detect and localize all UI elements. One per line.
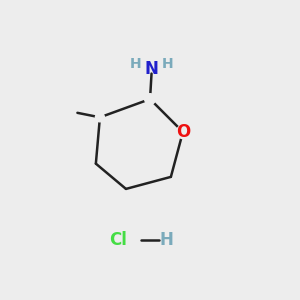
Circle shape bbox=[145, 94, 155, 104]
Text: H: H bbox=[161, 57, 173, 71]
Text: O: O bbox=[176, 123, 190, 141]
Circle shape bbox=[95, 113, 104, 122]
Text: H: H bbox=[130, 57, 142, 71]
Text: H: H bbox=[160, 231, 173, 249]
Text: Cl: Cl bbox=[110, 231, 128, 249]
Circle shape bbox=[176, 125, 190, 139]
Text: N: N bbox=[145, 60, 158, 78]
